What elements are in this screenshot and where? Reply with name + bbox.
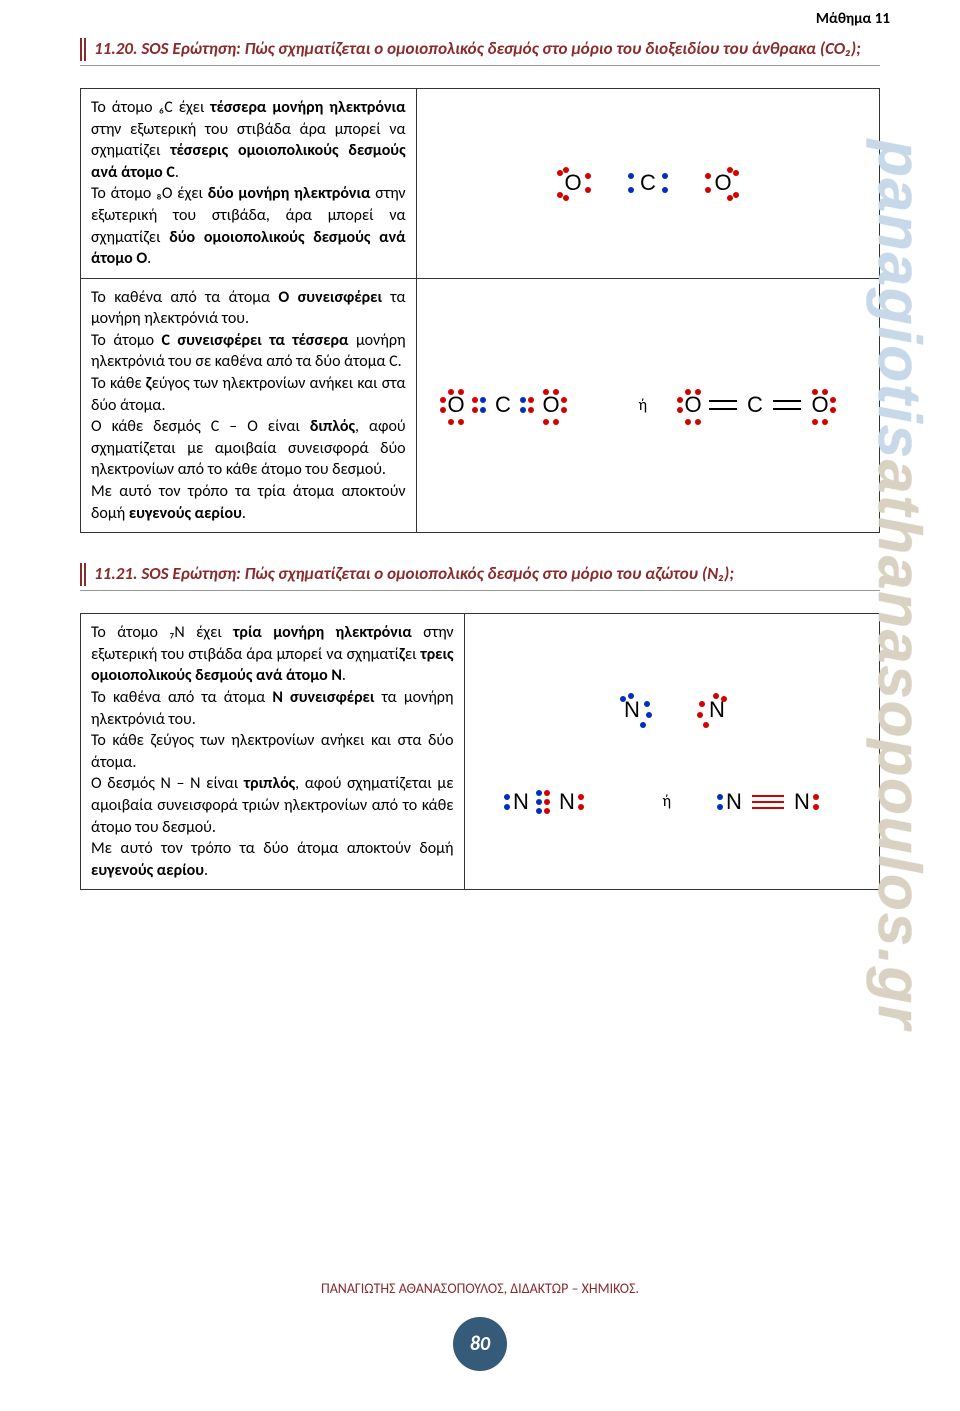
q21-diagrams: N N N [464,614,879,890]
svg-text:C: C [495,392,511,417]
lesson-label: Μάθημα 11 [816,10,890,28]
svg-text:O: O [564,170,581,195]
footer-author: ΠΑΝΑΓΙΩΤΗΣ ΑΘΑΝΑΣΟΠΟΥΛΟΣ, ΔΙΔΑΚΤΩΡ – ΧΗΜ… [0,1280,960,1297]
content: 11.20. SOS Ερώτηση: Πώς σχηματίζεται ο ο… [0,28,960,890]
svg-text:N: N [726,789,742,814]
question-21-heading-block: 11.21. SOS Ερώτηση: Πώς σχηματίζεται ο ο… [80,563,880,591]
svg-text:C: C [747,392,763,417]
svg-text:N: N [624,697,640,722]
co2-initial-svg: O C O [518,148,778,218]
q20-row1-diagram: O C O [416,88,879,278]
svg-text:O: O [714,170,731,195]
question-20-heading: 11.20. SOS Ερώτηση: Πώς σχηματίζεται ο ο… [80,38,880,61]
svg-text:N: N [514,789,530,814]
co2-line-svg: O C O [665,380,865,430]
or-label-1: ή [638,395,647,417]
svg-text:N: N [560,789,576,814]
n2-lewis-svg: N N [491,777,631,827]
question-21-table: Το άτομο ₇N έχει τρία μονήρη ηλεκτρόνια … [80,613,880,890]
question-21-heading: 11.21. SOS Ερώτηση: Πώς σχηματίζεται ο ο… [80,563,880,586]
q20-row2-text: Το καθένα από τα άτομα O συνεισφέρει τα … [81,278,417,533]
n2-line-svg: N N [702,777,852,827]
svg-text:N: N [794,789,810,814]
svg-text:O: O [447,392,464,417]
question-20-heading-block: 11.20. SOS Ερώτηση: Πώς σχηματίζεται ο ο… [80,38,880,66]
svg-text:O: O [811,392,828,417]
watermark: panagiotisathanasopoulos.gr [865,140,934,1031]
svg-text:O: O [542,392,559,417]
q20-row2-diagram: O C O [416,278,879,533]
svg-text:O: O [684,392,701,417]
or-label-2: ή [662,791,671,813]
page-number: 80 [453,1317,507,1371]
q21-row1-text: Το άτομο ₇N έχει τρία μονήρη ηλεκτρόνια … [81,614,465,890]
co2-lewis-svg: O C O [431,380,621,430]
footer: ΠΑΝΑΓΙΩΤΗΣ ΑΘΑΝΑΣΟΠΟΥΛΟΣ, ΔΙΔΑΚΤΩΡ – ΧΗΜ… [0,1280,960,1371]
n2-initial-svg: N N [552,677,792,747]
svg-text:C: C [640,170,656,195]
page-header: Μάθημα 11 [0,0,960,28]
question-20-table: Το άτομο ₆C έχει τέσσερα μονήρη ηλεκτρόν… [80,88,880,533]
q20-row1-text: Το άτομο ₆C έχει τέσσερα μονήρη ηλεκτρόν… [81,88,417,278]
